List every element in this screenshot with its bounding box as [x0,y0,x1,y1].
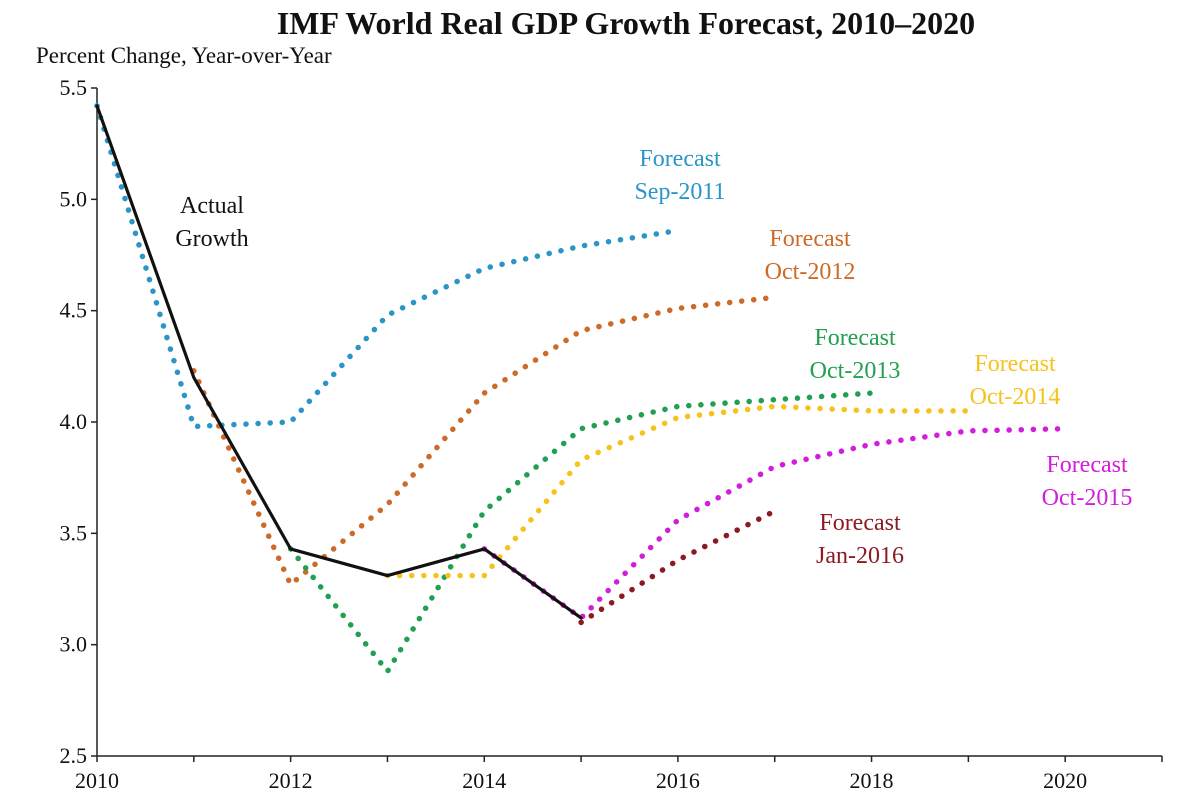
series-line-forecast-oct-2014 [384,403,972,579]
y-tick-label: 5.0 [60,186,88,211]
y-tick-label: 4.0 [60,409,88,434]
series-label: Oct-2014 [970,384,1061,410]
y-tick-label: 4.5 [60,298,88,323]
x-tick-label: 2012 [269,768,313,793]
series-label: Actual [180,193,244,219]
series-label: Oct-2012 [765,259,856,285]
series-label: Sep-2011 [634,179,725,205]
y-tick-label: 3.0 [60,632,88,657]
series-label: Forecast [1046,452,1128,478]
series-label: Oct-2013 [810,358,901,384]
series-label: Forecast [814,325,896,351]
x-tick-label: 2020 [1043,768,1087,793]
y-axis-label: Percent Change, Year-over-Year [36,43,332,68]
x-tick-label: 2014 [462,768,506,793]
series-label: Jan-2016 [816,543,904,569]
series-line-forecast-sep-2011 [94,103,681,430]
series-layer [94,103,1068,675]
y-tick-label: 5.5 [60,75,88,100]
series-line-forecast-jan-2016 [578,508,778,626]
x-tick-label: 2016 [656,768,700,793]
series-label: Forecast [974,351,1056,377]
series-line-forecast-oct-2012 [191,294,778,588]
x-tick-label: 2010 [75,768,119,793]
series-line-forecast-oct-2013 [287,390,875,675]
series-line-actual-growth [95,104,583,620]
series-label: Forecast [769,226,851,252]
chart-title: IMF World Real GDP Growth Forecast, 2010… [277,5,975,41]
series-labels: Actual Growth Forecast Sep-2011 Forecast Oct-… [175,146,1132,569]
series-label: Forecast [819,510,901,536]
series-label: Oct-2015 [1042,485,1133,511]
series-line-forecast-oct-2015 [481,425,1068,621]
y-tick-label: 2.5 [60,743,88,768]
series-label: Forecast [639,146,721,172]
x-tick-label: 2018 [850,768,894,793]
series-label: Growth [175,226,248,252]
y-tick-label: 3.5 [60,520,88,545]
